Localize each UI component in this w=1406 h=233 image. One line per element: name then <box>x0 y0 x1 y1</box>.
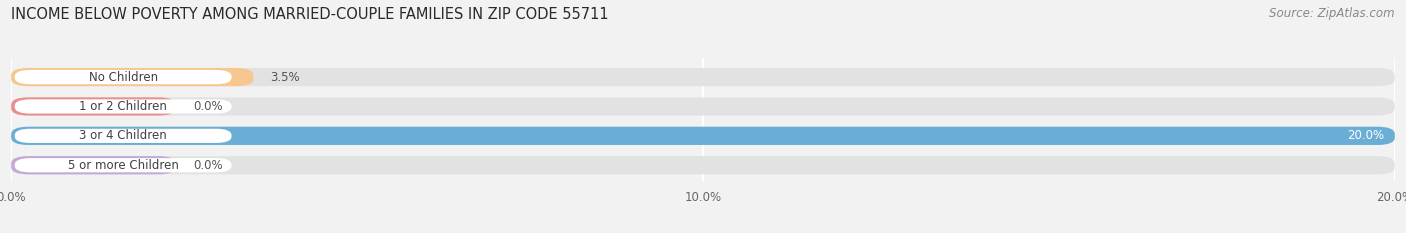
FancyBboxPatch shape <box>11 97 1395 116</box>
Text: 0.0%: 0.0% <box>193 159 222 172</box>
FancyBboxPatch shape <box>14 99 232 113</box>
FancyBboxPatch shape <box>11 68 253 86</box>
Text: 20.0%: 20.0% <box>1347 129 1385 142</box>
Text: 3 or 4 Children: 3 or 4 Children <box>79 129 167 142</box>
Text: 1 or 2 Children: 1 or 2 Children <box>79 100 167 113</box>
FancyBboxPatch shape <box>11 156 176 174</box>
Text: 0.0%: 0.0% <box>193 100 222 113</box>
Text: 3.5%: 3.5% <box>271 71 301 84</box>
Text: No Children: No Children <box>89 71 157 84</box>
FancyBboxPatch shape <box>11 127 1395 145</box>
FancyBboxPatch shape <box>14 129 232 143</box>
FancyBboxPatch shape <box>14 158 232 172</box>
Text: Source: ZipAtlas.com: Source: ZipAtlas.com <box>1270 7 1395 20</box>
FancyBboxPatch shape <box>11 127 1395 145</box>
Text: INCOME BELOW POVERTY AMONG MARRIED-COUPLE FAMILIES IN ZIP CODE 55711: INCOME BELOW POVERTY AMONG MARRIED-COUPL… <box>11 7 609 22</box>
FancyBboxPatch shape <box>11 68 1395 86</box>
FancyBboxPatch shape <box>14 70 232 84</box>
Text: 5 or more Children: 5 or more Children <box>67 159 179 172</box>
FancyBboxPatch shape <box>11 156 1395 174</box>
FancyBboxPatch shape <box>11 97 176 116</box>
